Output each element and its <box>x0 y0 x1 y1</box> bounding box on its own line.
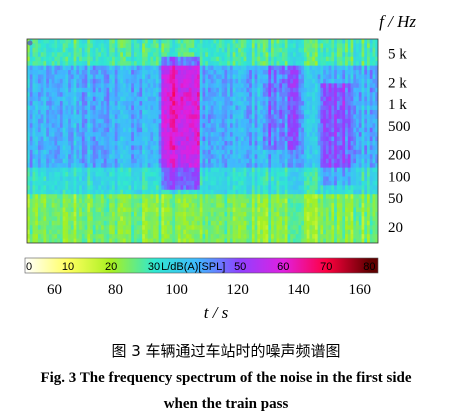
plot-frame <box>26 38 379 244</box>
y-tick-label: 200 <box>388 148 411 164</box>
colorbar-tick-label: 10 <box>62 261 74 273</box>
colorbar-tick-label: 60 <box>277 261 289 273</box>
x-tick-label: 120 <box>226 282 249 298</box>
x-tick-label: 80 <box>108 282 123 298</box>
y-tick-label: 500 <box>388 119 411 135</box>
colorbar-tick-label: 30 <box>148 261 160 273</box>
y-tick-label: 5 k <box>388 47 407 63</box>
x-tick-label: 100 <box>165 282 188 298</box>
y-tick-label: 50 <box>388 191 403 207</box>
spectrogram-heatmap <box>27 39 378 243</box>
colorbar-tick-labels: 0 10 20 30 50 60 70 80 L/dB(A)[SPL] <box>26 261 376 273</box>
colorbar <box>24 257 379 274</box>
y-axis-label: f / Hz <box>379 12 416 31</box>
y-tick-label: 100 <box>388 170 411 186</box>
y-tick-label: 20 <box>388 220 403 236</box>
y-tick-label: 1 k <box>388 97 407 113</box>
colorbar-tick-label: 50 <box>234 261 246 273</box>
x-tick-label: 160 <box>348 282 371 298</box>
x-tick-label: 60 <box>47 282 62 298</box>
x-tick-labels: 60 80 100 120 140 160 <box>47 282 371 298</box>
caption-english-line1: Fig. 3 The frequency spectrum of the noi… <box>40 370 412 386</box>
x-axis-label: t / s <box>204 303 229 322</box>
spectrogram-chart: f / Hz 20 50 100 200 500 1 k 2 k 5 k 0 10 20 30 50 6… <box>24 12 416 322</box>
x-tick-label: 140 <box>287 282 310 298</box>
corner-marker <box>27 40 33 46</box>
colorbar-tick-label: 70 <box>320 261 332 273</box>
colorbar-unit-label: L/dB(A)[SPL] <box>161 261 225 273</box>
y-tick-label: 2 k <box>388 76 407 92</box>
colorbar-tick-label: 20 <box>105 261 117 273</box>
colorbar-tick-label: 0 <box>26 261 32 273</box>
y-tick-labels: 20 50 100 200 500 1 k 2 k 5 k <box>388 47 411 236</box>
colorbar-tick-label: 80 <box>363 261 375 273</box>
caption-english-line2: when the train pass <box>163 396 289 412</box>
caption-chinese: 图 3 车辆通过车站时的噪声频谱图 <box>111 342 341 360</box>
